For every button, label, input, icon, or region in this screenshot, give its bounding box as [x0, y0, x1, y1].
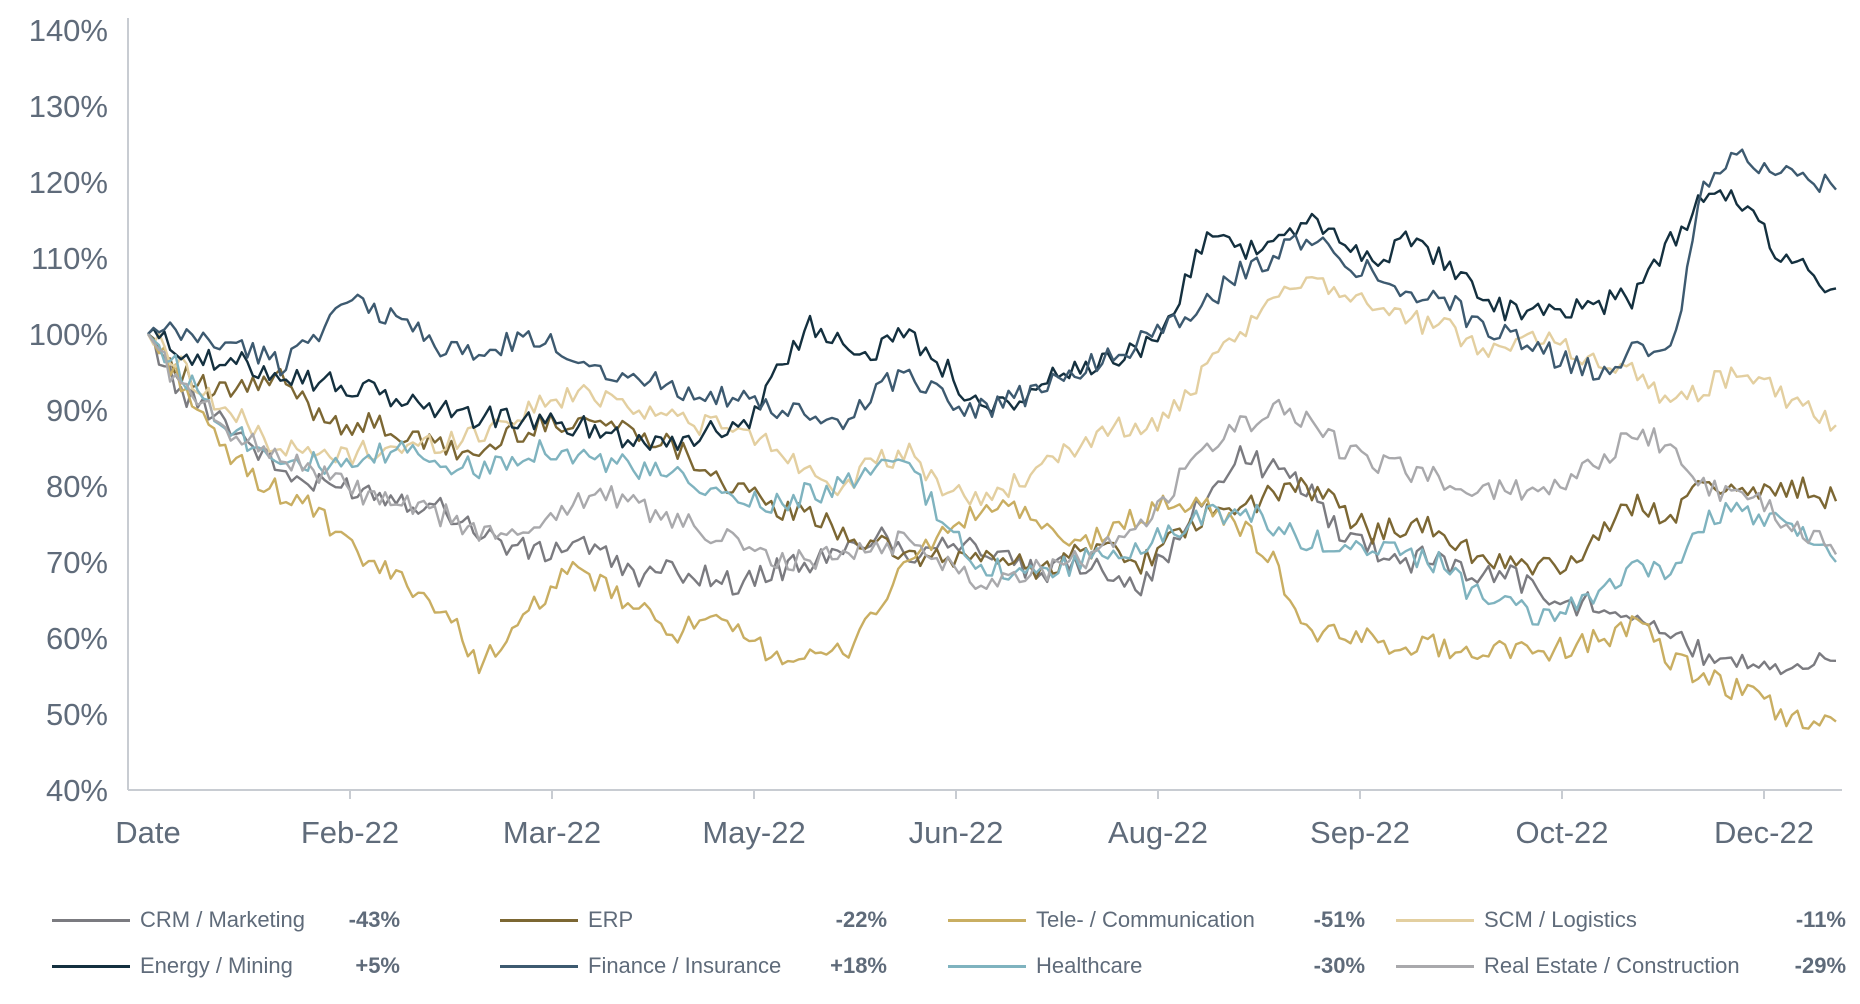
y-tick-label: 120% [29, 165, 108, 200]
x-tick-label: Oct-22 [1515, 815, 1608, 850]
legend-swatch [1396, 918, 1474, 922]
legend-label: SCM / Logistics [1484, 907, 1637, 932]
legend-item-healthcare: Healthcare [948, 951, 1142, 981]
y-tick-label: 80% [46, 469, 108, 504]
legend-item-energy-mining: Energy / Mining [52, 951, 293, 981]
x-tick-label: Aug-22 [1108, 815, 1208, 850]
legend-swatch [1396, 964, 1474, 968]
legend-item-crm-marketing: CRM / Marketing [52, 905, 305, 935]
legend-change-value: -11% [1795, 907, 1846, 932]
y-tick-label: 40% [46, 773, 108, 808]
legend: CRM / Marketing -43% ERP -22% Tele- / Commun… [0, 905, 1860, 1001]
x-tick-label: Sep-22 [1310, 815, 1410, 850]
y-axis: 40% 50% 60% 70% 80% 90% 100% 110% 120% 130% 140% [29, 13, 129, 808]
legend-label: Energy / Mining [140, 953, 293, 978]
series-line-scm-logistics [146, 276, 1837, 507]
legend-item-real-estate-construction: Real Estate / Construction [1396, 951, 1740, 981]
series-lines [146, 148, 1838, 730]
x-tick-label: May-22 [702, 815, 805, 850]
legend-swatch [500, 918, 578, 922]
x-tick-label: Feb-22 [301, 815, 399, 850]
legend-label: ERP [588, 907, 634, 932]
series-line-crm-marketing [147, 333, 1837, 676]
legend-change-value: +5% [355, 953, 400, 978]
legend-swatch [948, 918, 1026, 922]
y-tick-label: 90% [46, 393, 108, 428]
legend-change-value: +18% [830, 953, 887, 978]
series-line-finance-insurance [147, 148, 1837, 431]
legend-change-value: -43% [348, 907, 400, 932]
y-tick-label: 110% [31, 241, 108, 276]
legend-item-erp: ERP [500, 905, 633, 935]
series-line-tele-communication [146, 333, 1837, 730]
legend-label: Tele- / Communication [1036, 907, 1255, 932]
legend-change-value: -30% [1313, 953, 1365, 978]
y-tick-label: 70% [46, 545, 108, 580]
legend-change-value: -22% [835, 907, 887, 932]
legend-change-value: -29% [1794, 953, 1846, 978]
legend-item-tele-communication: Tele- / Communication [948, 905, 1255, 935]
series-line-real-estate-construction [146, 333, 1838, 590]
legend-label: Healthcare [1036, 953, 1143, 978]
legend-label: Real Estate / Construction [1484, 953, 1740, 978]
x-tick-label: Mar-22 [503, 815, 601, 850]
series-line-healthcare [147, 333, 1837, 626]
legend-swatch [52, 964, 130, 968]
legend-swatch [500, 964, 578, 968]
y-tick-label: 50% [46, 697, 108, 732]
legend-label: CRM / Marketing [140, 907, 306, 932]
legend-change-value: -51% [1313, 907, 1365, 932]
y-tick-label: 100% [29, 317, 108, 352]
y-tick-label: 60% [46, 621, 108, 656]
y-tick-label: 140% [29, 13, 108, 48]
x-tick-label: Date [115, 815, 180, 850]
legend-item-finance-insurance: Finance / Insurance [500, 951, 781, 981]
series-line-energy-mining [147, 189, 1837, 452]
legend-item-scm-logistics: SCM / Logistics [1396, 905, 1637, 935]
line-chart: 40% 50% 60% 70% 80% 90% 100% 110% 120% 130% 140% D… [29, 13, 1842, 850]
x-axis: Date Feb-22 Mar-22 May-22 Jun-22 Aug-22 Sep-22… [115, 789, 1842, 850]
x-tick-label: Jun-22 [909, 815, 1004, 850]
x-tick-label: Dec-22 [1714, 815, 1814, 850]
legend-swatch [948, 964, 1026, 968]
y-tick-label: 130% [29, 89, 108, 124]
legend-swatch [52, 918, 130, 922]
legend-label: Finance / Insurance [588, 953, 782, 978]
